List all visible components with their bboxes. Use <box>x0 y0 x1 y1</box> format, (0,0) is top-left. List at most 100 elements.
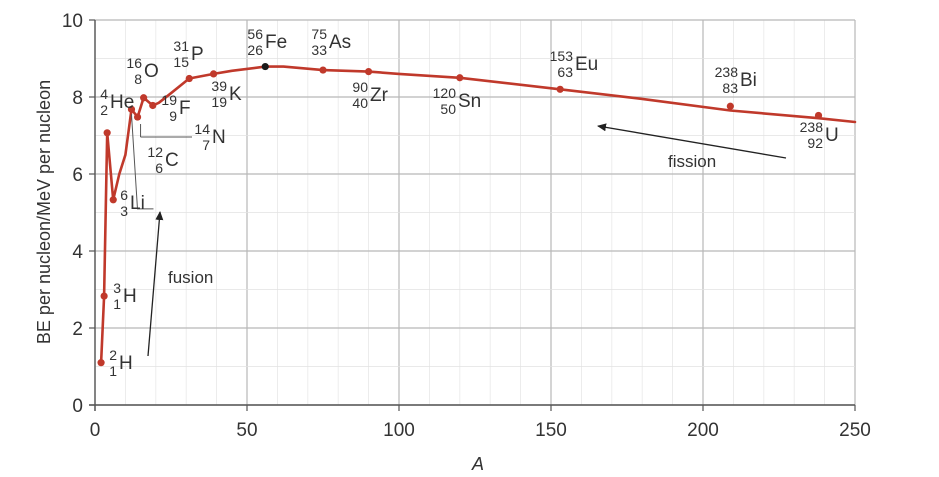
symbol-19F: F <box>179 98 191 119</box>
mass-number-12C: 12 <box>147 144 163 160</box>
symbol-14N: N <box>212 127 226 148</box>
symbol-31P: P <box>191 44 204 65</box>
atomic-number-19F: 9 <box>169 108 177 124</box>
y-tick-label: 8 <box>72 88 83 109</box>
binding-energy-curve <box>99 65 857 364</box>
mass-number-75As: 75 <box>311 26 327 42</box>
y-tick-label: 6 <box>72 165 83 186</box>
mass-number-31P: 31 <box>173 38 189 54</box>
label-6Li: 63 Li <box>120 187 145 219</box>
y-axis-title: BE per nucleon/MeV per nucleon <box>34 80 54 344</box>
symbol-4He: He <box>110 92 134 113</box>
x-tick-label: 200 <box>687 420 719 441</box>
point-3H <box>100 292 108 300</box>
atomic-number-153Eu: 63 <box>557 64 573 80</box>
mass-number-153Eu: 153 <box>550 48 574 64</box>
symbol-153Eu: Eu <box>575 54 598 75</box>
point-14N <box>133 113 142 121</box>
atomic-number-4He: 2 <box>100 102 108 118</box>
atomic-number-75As: 33 <box>311 42 327 58</box>
x-tick-label: 0 <box>90 420 101 441</box>
mass-number-39K: 39 <box>211 78 227 94</box>
leader-lines <box>130 114 192 210</box>
point-12C <box>127 105 136 113</box>
fission-label: fission <box>668 152 716 171</box>
y-tick-label: 4 <box>72 242 83 263</box>
label-3H: 31 H <box>113 280 137 312</box>
point-16O <box>140 94 148 102</box>
mass-number-16O: 16 <box>126 55 142 71</box>
atomic-number-6Li: 3 <box>120 203 128 219</box>
atomic-number-238U: 92 <box>807 135 823 151</box>
mass-number-90Zr: 90 <box>352 79 368 95</box>
atomic-number-56Fe: 26 <box>247 42 263 58</box>
symbol-12C: C <box>165 150 179 171</box>
point-6Li <box>109 196 117 204</box>
symbol-2H: H <box>119 353 133 374</box>
point-238U <box>814 111 823 120</box>
label-14N: 147 N <box>194 121 225 153</box>
symbol-39K: K <box>229 84 242 105</box>
x-tick-label: 150 <box>535 420 567 441</box>
symbol-3H: H <box>123 286 137 307</box>
fusion-arrow <box>147 211 164 357</box>
mass-number-2H: 2 <box>109 347 117 363</box>
point-56Fe <box>261 62 269 71</box>
label-16O: 168 O <box>126 55 158 87</box>
mass-number-14N: 14 <box>194 121 210 137</box>
atomic-number-12C: 6 <box>155 160 163 176</box>
fission-arrow <box>597 123 787 159</box>
atomic-number-90Zr: 40 <box>352 95 368 111</box>
point-153Eu <box>556 85 564 93</box>
mass-number-56Fe: 56 <box>247 26 263 42</box>
y-tick-label: 0 <box>72 396 83 417</box>
annotations: fusion fission <box>147 123 787 357</box>
atomic-number-14N: 7 <box>202 137 210 153</box>
mass-number-238U: 238 <box>800 119 824 135</box>
symbol-16O: O <box>144 61 159 82</box>
point-209Bi <box>726 102 734 110</box>
point-90Zr <box>365 67 373 76</box>
label-12C: 126 C <box>147 144 178 176</box>
data-points <box>97 62 823 367</box>
point-75As <box>319 66 327 74</box>
atomic-number-120Sn: 50 <box>440 101 456 117</box>
fusion-label: fusion <box>168 268 213 287</box>
symbol-209Bi: Bi <box>740 70 757 91</box>
symbol-6Li: Li <box>130 193 145 214</box>
y-tick-label: 2 <box>72 319 83 340</box>
mass-number-6Li: 6 <box>120 187 128 203</box>
symbol-75As: As <box>329 32 351 53</box>
leader-line-12C <box>130 114 154 210</box>
atomic-number-2H: 1 <box>109 363 117 379</box>
label-2H: 21 H <box>109 347 133 379</box>
mass-number-19F: 19 <box>161 92 177 108</box>
x-tick-label: 100 <box>383 420 415 441</box>
point-2H <box>97 359 105 367</box>
label-19F: 199 F <box>161 92 190 124</box>
x-axis-title: A <box>471 454 484 474</box>
symbol-238U: U <box>825 125 839 146</box>
atomic-number-31P: 15 <box>173 54 189 70</box>
x-tick-label: 250 <box>839 420 871 441</box>
atomic-number-16O: 8 <box>134 71 142 87</box>
x-tick-label: 50 <box>236 420 257 441</box>
symbol-56Fe: Fe <box>265 32 287 53</box>
symbol-90Zr: Zr <box>370 85 389 106</box>
point-120Sn <box>456 74 464 82</box>
point-39K <box>209 70 218 78</box>
point-4He <box>103 129 111 137</box>
point-19F <box>149 101 157 110</box>
mass-number-4He: 4 <box>100 86 108 102</box>
